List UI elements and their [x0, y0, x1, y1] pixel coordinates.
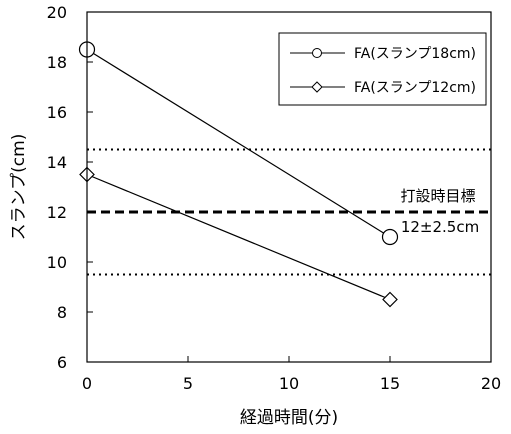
- x-tick-label-2: 10: [279, 374, 299, 393]
- target-annotation-range: 12±2.5cm: [401, 218, 479, 236]
- y-tick-label-3: 12: [47, 203, 67, 222]
- legend-box: [278, 32, 487, 106]
- x-tick-label-4: 20: [481, 374, 501, 393]
- legend-marker-circle: [312, 48, 322, 58]
- y-tick-label-2: 10: [47, 253, 67, 272]
- series-lines: [86, 48, 391, 301]
- series-line-1: [86, 48, 391, 238]
- series-line-2: [86, 173, 391, 301]
- series-2-point-1: [382, 291, 398, 308]
- legend-label-series-2: FA(スランプ12cm): [354, 80, 476, 96]
- y-axis-title: スランプ(cm): [9, 134, 29, 241]
- y-tick-label-5: 16: [47, 103, 67, 122]
- y-tick-label-1: 8: [57, 303, 67, 322]
- y-tick-label-4: 14: [47, 153, 67, 172]
- reference-lines: [87, 148, 491, 276]
- x-tick-label-3: 15: [380, 374, 400, 393]
- y-tick-label-6: 18: [47, 53, 67, 72]
- target-annotation-title: 打設時目標: [400, 187, 475, 205]
- x-tick-label-0: 0: [82, 374, 92, 393]
- legend-marker-diamond: [311, 81, 323, 93]
- y-tick-label-0: 6: [57, 353, 67, 372]
- axis-ticks: [86, 11, 492, 363]
- x-axis-title: 経過時間(分): [240, 408, 338, 428]
- x-tick-labels: 0 5 10 15 20: [82, 374, 501, 393]
- legend: FA(スランプ18cm) FA(スランプ12cm): [278, 32, 487, 106]
- legend-label-series-1: FA(スランプ18cm): [354, 46, 476, 62]
- y-tick-label-7: 20: [47, 3, 67, 22]
- series-1-point-1: [381, 228, 399, 246]
- y-tick-labels: 6 8 10 12 14 16 18 20: [47, 3, 67, 372]
- x-tick-label-1: 5: [183, 374, 193, 393]
